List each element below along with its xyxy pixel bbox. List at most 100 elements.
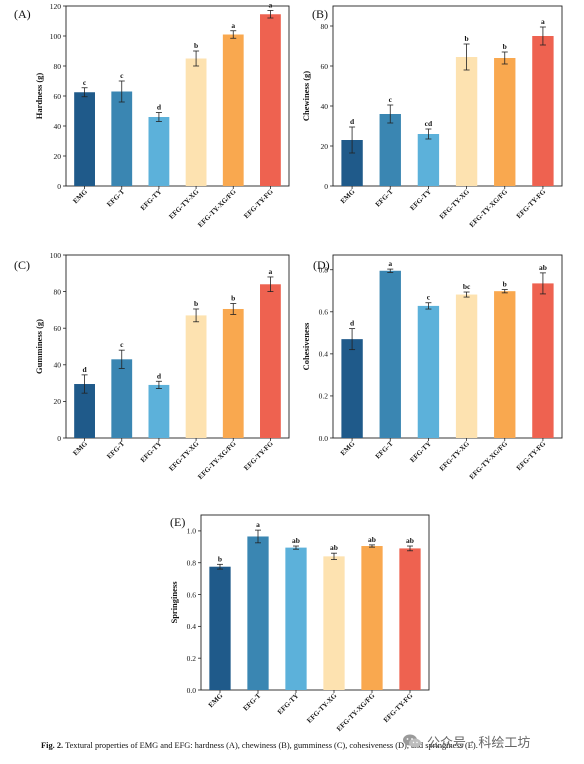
- figure-caption: Fig. 2. Textural properties of EMG and E…: [41, 741, 561, 751]
- y-tick-label: 20: [54, 397, 62, 406]
- bar-3: [417, 134, 440, 186]
- plot-frame: [65, 254, 290, 439]
- y-tick-label: 0.8: [319, 266, 329, 275]
- x-tick-label: EFG-TY-FG: [515, 439, 548, 472]
- y-tick-label: 20: [321, 142, 329, 151]
- chart-panel-e: (E) 0.0 0.2 0.4 0.6 0.8 1.0 Springiness b EMG a EFG…: [169, 514, 430, 733]
- y-axis-label: Springiness: [169, 581, 179, 624]
- x-tick-label: EMG: [339, 439, 357, 457]
- bar-3: [285, 547, 307, 690]
- bar-5: [494, 291, 516, 438]
- plot-frame: [200, 514, 430, 691]
- y-tick-label: 60: [54, 92, 62, 101]
- bar-6: [532, 36, 554, 186]
- x-tick-label: EMG: [72, 439, 90, 457]
- panel-label: (D): [313, 258, 330, 272]
- bar-1: [341, 339, 363, 438]
- y-tick-label: 0.0: [187, 686, 197, 695]
- chart-panel-c: (C) 0 20 40 60 80 100 Gumminess (g) d EMG c EFG-T d E…: [14, 251, 290, 481]
- significance-letter: d: [157, 371, 162, 380]
- x-tick-label: EFG-TY-XG/FG: [468, 439, 510, 481]
- significance-letter: ab: [539, 263, 547, 272]
- significance-letter: a: [256, 520, 260, 529]
- significance-letter: b: [464, 34, 468, 43]
- significance-letter: b: [194, 299, 198, 308]
- significance-letter: b: [503, 42, 507, 51]
- chart-panel-d: (D) 0.0 0.2 0.4 0.6 0.8 Cohesiveness d EMG a EFG-T…: [301, 254, 563, 481]
- watermark: 公众号 · 科绘工坊: [402, 731, 530, 751]
- x-tick-label: EFG-T: [374, 440, 395, 461]
- x-tick-label: EFG-TY: [408, 440, 432, 464]
- x-tick-label: EMG: [207, 691, 225, 709]
- panel-label: (A): [14, 7, 31, 21]
- bar-5: [494, 58, 516, 186]
- x-tick-label: EFG-T: [374, 188, 395, 209]
- bar-4: [185, 58, 207, 186]
- x-tick-label: EFG-TY-XG: [438, 187, 471, 220]
- significance-letter: ab: [292, 536, 300, 545]
- bar-4: [323, 556, 345, 690]
- significance-letter: a: [231, 21, 235, 30]
- plot-frame: [65, 5, 290, 187]
- y-tick-label: 40: [54, 122, 62, 131]
- y-tick-label: 1.0: [187, 527, 197, 536]
- x-tick-label: EMG: [339, 187, 357, 205]
- x-tick-label: EFG-TY-XG/FG: [196, 439, 238, 481]
- y-tick-label: 100: [50, 251, 62, 260]
- y-tick-label: 20: [54, 152, 62, 161]
- x-tick-label: EFG-T: [105, 440, 126, 461]
- significance-letter: ab: [330, 543, 338, 552]
- panel-label: (E): [170, 515, 185, 529]
- significance-letter: c: [389, 95, 393, 104]
- significance-letter: d: [350, 117, 355, 126]
- x-tick-label: EFG-TY: [276, 692, 300, 716]
- chart-panel-b: (B) 0 20 40 60 80 Chewiness (g) d EMG c EFG-T cd EFG…: [301, 5, 563, 229]
- y-axis-label: Chewiness (g): [301, 71, 311, 121]
- significance-letter: c: [427, 293, 431, 302]
- y-tick-label: 0: [324, 182, 328, 191]
- significance-letter: a: [269, 267, 273, 276]
- bar-6: [260, 284, 281, 438]
- x-tick-label: EFG-TY-XG/FG: [335, 691, 377, 733]
- bar-3: [417, 305, 440, 438]
- x-tick-label: EFG-T: [242, 692, 263, 713]
- y-tick-label: 40: [321, 102, 329, 111]
- bar-3: [148, 384, 170, 438]
- significance-letter: b: [231, 293, 235, 302]
- y-tick-label: 80: [321, 22, 329, 31]
- plot-frame: [332, 254, 563, 439]
- wechat-icon: [403, 734, 421, 748]
- significance-letter: b: [194, 41, 198, 50]
- y-axis-label: Hardness (g): [34, 73, 44, 120]
- bar-4: [455, 57, 478, 186]
- y-tick-label: 0.0: [319, 434, 329, 443]
- panel-label: (C): [14, 258, 30, 272]
- x-tick-label: EFG-TY-XG: [305, 691, 338, 724]
- x-tick-label: EFG-TY-XG: [168, 187, 201, 220]
- bar-1: [74, 384, 95, 438]
- significance-letter: b: [503, 279, 507, 288]
- plot-frame: [332, 5, 563, 187]
- significance-letter: d: [157, 103, 162, 112]
- bar-1: [209, 566, 231, 690]
- bar-6: [532, 283, 554, 438]
- bar-1: [74, 92, 95, 186]
- caption-label: Fig. 2.: [41, 741, 64, 750]
- bar-5: [222, 308, 244, 438]
- y-tick-label: 0.2: [187, 654, 197, 663]
- y-tick-label: 60: [54, 324, 62, 333]
- y-tick-label: 120: [50, 2, 62, 11]
- bar-4: [455, 294, 478, 438]
- significance-letter: d: [82, 365, 87, 374]
- significance-letter: a: [388, 259, 392, 268]
- x-tick-label: EFG-TY-FG: [515, 187, 548, 220]
- panel-label: (B): [312, 7, 328, 21]
- significance-letter: a: [541, 17, 545, 26]
- x-tick-label: EMG: [72, 187, 90, 205]
- bar-4: [185, 315, 207, 438]
- y-tick-label: 0: [57, 434, 61, 443]
- x-tick-label: EFG-T: [105, 188, 126, 209]
- significance-letter: ab: [406, 536, 414, 545]
- watermark-text: 公众号 · 科绘工坊: [427, 735, 531, 751]
